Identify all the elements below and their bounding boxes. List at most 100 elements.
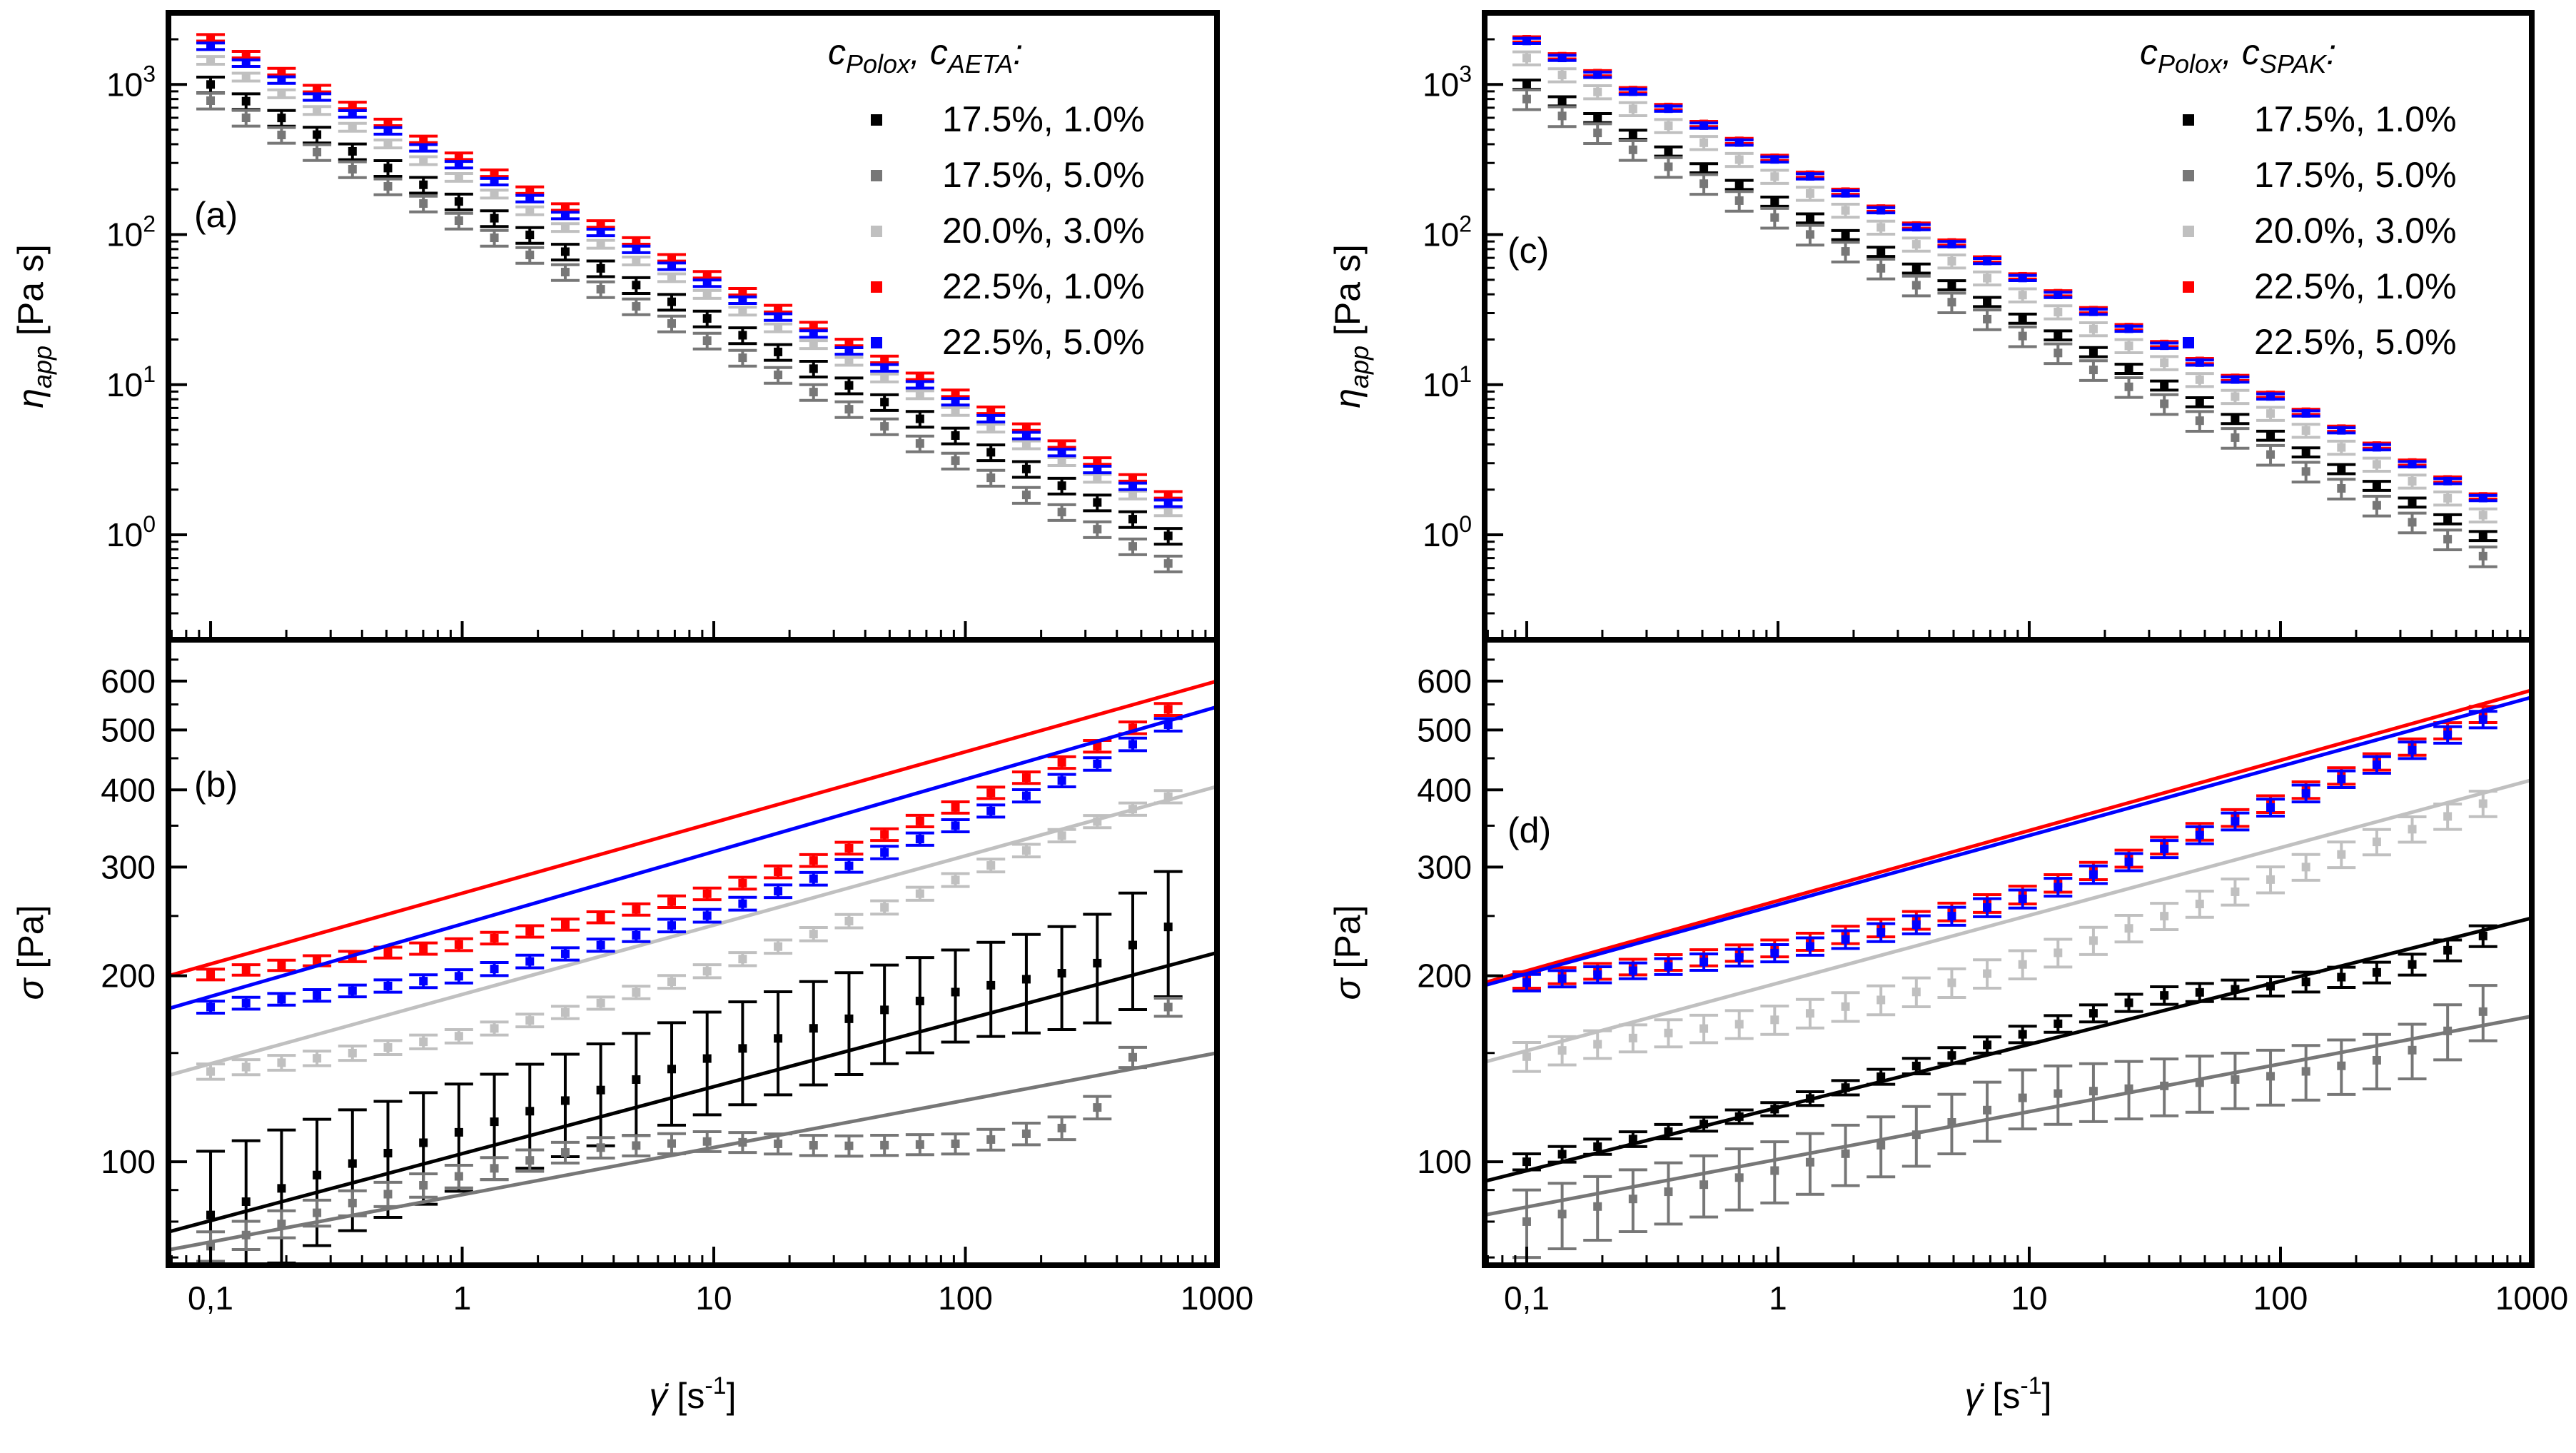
data-point bbox=[1557, 1150, 1567, 1159]
data-point bbox=[1699, 1180, 1709, 1190]
data-point bbox=[596, 219, 605, 228]
data-point bbox=[1128, 482, 1137, 491]
data-point bbox=[277, 114, 286, 123]
data-point bbox=[277, 89, 286, 99]
data-point bbox=[1947, 281, 1956, 290]
y-tick-label: 103 bbox=[106, 61, 156, 103]
data-point bbox=[525, 194, 535, 203]
legend-label: 22.5%, 5.0% bbox=[2254, 322, 2457, 362]
data-point bbox=[2301, 448, 2310, 457]
data-point bbox=[490, 233, 499, 243]
data-point bbox=[632, 1141, 641, 1150]
data-point bbox=[1021, 431, 1031, 440]
data-point bbox=[809, 340, 818, 349]
data-point bbox=[774, 323, 783, 333]
data-point bbox=[277, 1184, 286, 1193]
data-point bbox=[702, 889, 712, 898]
data-point bbox=[2231, 414, 2240, 423]
data-point bbox=[241, 96, 251, 106]
data-point bbox=[1947, 1117, 1956, 1127]
data-point bbox=[1770, 197, 1779, 206]
data-point bbox=[1734, 1020, 1744, 1029]
series-2 bbox=[196, 55, 1183, 518]
data-point bbox=[738, 296, 747, 305]
data-point bbox=[667, 977, 677, 987]
data-point bbox=[2018, 960, 2027, 969]
data-point bbox=[348, 1198, 357, 1207]
data-point bbox=[454, 173, 463, 182]
y-tick-label: 101 bbox=[106, 361, 156, 403]
series-1 bbox=[196, 91, 1183, 573]
data-point bbox=[454, 160, 463, 169]
data-point bbox=[596, 1085, 605, 1095]
data-point bbox=[2372, 760, 2381, 770]
data-point bbox=[1128, 473, 1137, 483]
y-tick-label: 100 bbox=[1423, 511, 1472, 553]
data-point bbox=[2266, 982, 2276, 991]
data-point bbox=[1664, 962, 1673, 971]
y-tick-label: 103 bbox=[1423, 61, 1472, 103]
series-2 bbox=[168, 785, 1217, 1081]
data-point bbox=[1911, 281, 1921, 290]
data-point bbox=[667, 261, 677, 271]
data-point bbox=[1093, 742, 1102, 751]
data-point bbox=[1522, 94, 1531, 104]
y-tick-label: 200 bbox=[101, 957, 156, 995]
data-point bbox=[1128, 723, 1137, 733]
y-tick-label: 500 bbox=[101, 711, 156, 748]
data-point bbox=[1163, 531, 1173, 541]
data-point bbox=[2088, 307, 2098, 316]
fit-line bbox=[168, 679, 1217, 978]
data-point bbox=[2266, 431, 2276, 441]
data-point bbox=[1877, 247, 1886, 256]
data-point bbox=[560, 223, 570, 232]
data-point bbox=[2054, 290, 2063, 299]
data-point bbox=[1021, 491, 1031, 500]
data-point bbox=[667, 1139, 677, 1148]
data-point bbox=[1163, 1002, 1173, 1012]
data-point bbox=[313, 148, 322, 157]
y-tick-label: 100 bbox=[1417, 1143, 1472, 1180]
data-point bbox=[1841, 247, 1850, 256]
data-point bbox=[1699, 121, 1709, 130]
data-point bbox=[596, 940, 605, 950]
data-point bbox=[1093, 759, 1102, 768]
data-point bbox=[1021, 846, 1031, 855]
data-point bbox=[738, 1044, 747, 1053]
data-point bbox=[2054, 331, 2063, 340]
data-point bbox=[454, 1172, 463, 1181]
data-point bbox=[809, 388, 818, 397]
data-point bbox=[313, 956, 322, 965]
data-point bbox=[1770, 213, 1779, 222]
data-point bbox=[419, 180, 428, 189]
data-point bbox=[2160, 991, 2169, 1000]
data-point bbox=[348, 1048, 357, 1057]
legend-marker bbox=[2183, 281, 2194, 293]
data-point bbox=[525, 206, 535, 216]
data-point bbox=[1057, 776, 1066, 785]
data-point bbox=[2195, 1078, 2204, 1087]
data-point bbox=[2372, 1055, 2381, 1065]
data-point bbox=[1664, 1028, 1673, 1037]
data-point bbox=[1557, 1210, 1567, 1219]
data-point bbox=[2054, 948, 2063, 957]
data-point bbox=[809, 856, 818, 865]
data-point bbox=[809, 321, 818, 330]
data-point bbox=[2160, 1081, 2169, 1090]
data-point bbox=[454, 151, 463, 161]
data-point bbox=[1628, 1135, 1637, 1144]
data-point bbox=[1057, 508, 1066, 517]
data-point bbox=[1128, 542, 1137, 551]
data-point bbox=[667, 897, 677, 906]
data-point bbox=[986, 406, 996, 415]
y-axis-label: ηapp [Pa s] bbox=[11, 244, 57, 408]
data-point bbox=[2124, 364, 2133, 373]
data-point bbox=[1557, 974, 1567, 983]
data-point bbox=[525, 1156, 535, 1165]
data-point bbox=[738, 306, 747, 316]
data-point bbox=[2478, 931, 2487, 940]
data-point bbox=[986, 448, 996, 457]
data-point bbox=[1093, 958, 1102, 967]
data-point bbox=[241, 1230, 251, 1240]
